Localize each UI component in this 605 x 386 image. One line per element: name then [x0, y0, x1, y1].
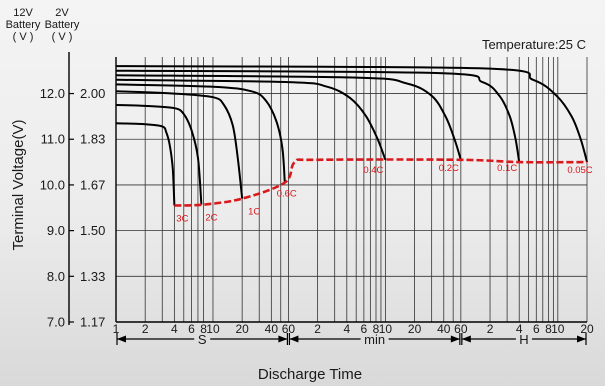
- unit-arrow-head: [278, 335, 288, 343]
- y-tick-label-2v: 1.83: [80, 132, 105, 147]
- y-header-2v-line3: ( V ): [52, 31, 73, 43]
- series-label-0_1C: 0.1C: [497, 163, 517, 174]
- y-header-2v-line1: 2V: [55, 7, 69, 19]
- x-tick-label: 2: [487, 322, 494, 336]
- y-tick-label-12v: 9.0: [47, 223, 65, 238]
- curve-1C: [115, 90, 244, 199]
- x-tick-label: 20: [235, 322, 249, 336]
- y-tick-label-2v: 1.50: [80, 223, 105, 238]
- x-tick-label: 20: [408, 322, 422, 336]
- axes: [68, 52, 587, 325]
- x-tick-label: 8: [545, 322, 552, 336]
- x-tick-label: 2: [314, 322, 321, 336]
- series-label-0_2C: 0.2C: [439, 163, 459, 174]
- curve-0_6C: [115, 83, 286, 183]
- x-tick-label: 4: [516, 322, 523, 336]
- curve-3C: [115, 122, 176, 206]
- y-tick-label-2v: 1.67: [80, 177, 105, 192]
- discharge-curves: [115, 65, 588, 206]
- x-tick-label: 6: [361, 322, 368, 336]
- x-tick-label: 40: [437, 322, 451, 336]
- x-tick-label: 20: [580, 322, 594, 336]
- y-tick-label-12v: 11.0: [41, 132, 65, 147]
- temperature-annotation: Temperature:25 C: [482, 37, 586, 52]
- unit-range-label: min: [364, 332, 385, 347]
- grid: [115, 57, 588, 323]
- y-header-12v-line1: 12V: [13, 7, 33, 19]
- y-tick-label-12v: 10.0: [40, 177, 65, 192]
- x-tick-label: 40: [265, 322, 279, 336]
- x-tick-label: 10: [379, 322, 393, 336]
- curve-0_05C: [115, 65, 588, 163]
- series-label-1C: 1C: [248, 207, 260, 218]
- y-tick-label-12v: 12.0: [40, 86, 65, 101]
- x-tick-label: 8: [200, 322, 207, 336]
- unit-arrow-head: [461, 335, 471, 343]
- x-tick-label: 4: [343, 322, 350, 336]
- unit-arrow-head: [289, 335, 299, 343]
- y-header-12v-line3: ( V ): [13, 31, 34, 43]
- y-header-12v-line2: Battery: [6, 19, 41, 31]
- x-tick-label: 4: [171, 322, 178, 336]
- unit-arrow-head: [450, 335, 460, 343]
- y-header-2v-line2: Battery: [45, 19, 80, 31]
- x-tick-label: 10: [551, 322, 565, 336]
- end-voltage-line: [174, 158, 588, 207]
- series-label-0_05C: 0.05C: [567, 165, 592, 176]
- series-label-0_6C: 0.6C: [277, 189, 297, 200]
- x-tick-label: 2: [142, 322, 149, 336]
- y-tick-label-2v: 1.17: [80, 315, 105, 330]
- y-tick-label-2v: 1.33: [80, 269, 105, 284]
- x-tick-label: 8: [373, 322, 380, 336]
- unit-range-min: min: [288, 332, 461, 347]
- end-voltage-dashed-line: [174, 158, 588, 207]
- y-header-12v: 12V Battery ( V ): [6, 7, 41, 43]
- series-labels: 3C 2C 1C 0.6C 0.4C 0.2C 0.1C 0.05C: [176, 163, 593, 225]
- unit-range-h: H: [461, 332, 587, 347]
- x-tick-label: 6: [188, 322, 195, 336]
- y-axis-label: Terminal Voltage(V): [10, 120, 27, 251]
- x-tick-label: 1: [113, 322, 120, 336]
- x-tick-label: 60: [282, 322, 296, 336]
- y-tick-label-12v: 8.0: [47, 269, 65, 284]
- series-label-0_4C: 0.4C: [363, 165, 383, 176]
- unit-range-label: H: [519, 332, 528, 347]
- series-label-2C: 2C: [205, 213, 217, 224]
- x-tick-label: 60: [454, 322, 468, 336]
- curve-0_2C: [115, 74, 462, 161]
- y-header-2v: 2V Battery ( V ): [45, 7, 80, 43]
- y-tick-label-12v: 7.0: [47, 315, 65, 330]
- x-tick-label: 6: [533, 322, 540, 336]
- unit-arrow-head: [577, 335, 586, 343]
- series-label-3C: 3C: [176, 213, 188, 224]
- unit-arrow-head: [117, 335, 126, 343]
- y-tick-label-2v: 2.00: [80, 86, 105, 101]
- curve-2C: [115, 104, 203, 205]
- x-tick-label: 10: [206, 322, 220, 336]
- curve-0_1C: [115, 69, 521, 163]
- curve-0_4C: [115, 78, 387, 161]
- unit-range-label: S: [198, 332, 207, 347]
- x-axis-label: Discharge Time: [258, 366, 362, 383]
- unit-range-s: S: [116, 332, 289, 347]
